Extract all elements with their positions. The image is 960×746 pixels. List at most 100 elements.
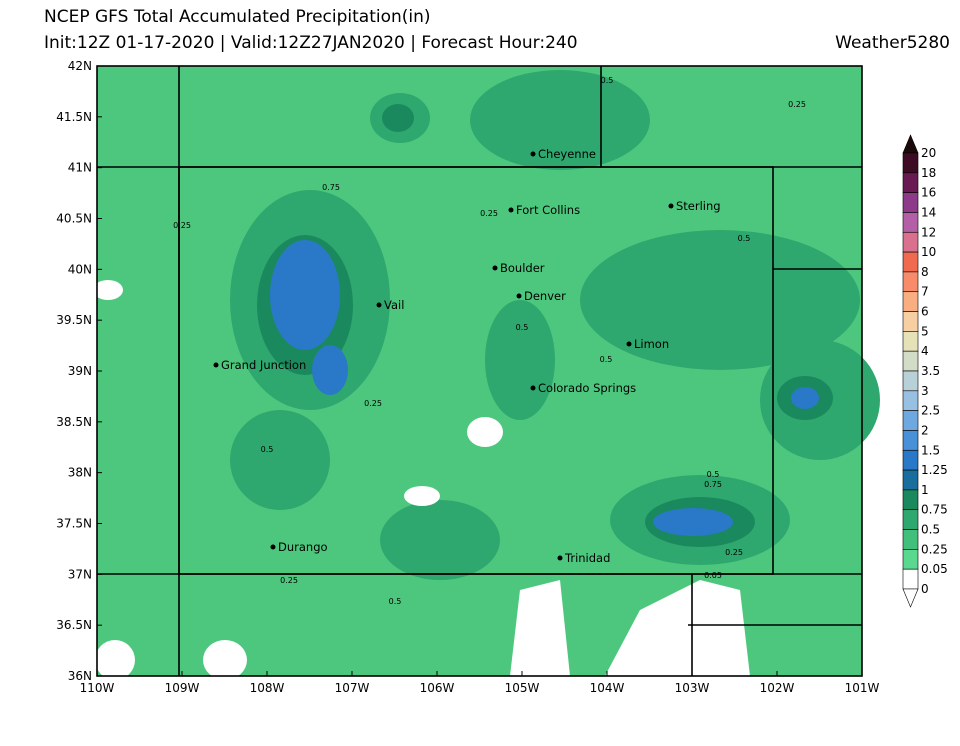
colorbar-segment [902,192,919,213]
contour-label: 0.5 [261,445,274,454]
city-label: Denver [524,289,566,303]
colorbar-label: 12 [921,225,936,239]
city-dot [508,207,514,213]
contour-label: 0.5 [516,323,529,332]
map-background [97,66,862,676]
colorbar-segment [902,152,919,174]
title: NCEP GFS Total Accumulated Precipitation… [44,7,431,27]
colorbar: 20 18 16 14 12 10 8 7 6 5 4 3.5 3 2.5 2 1.5 1.25 1 0.75 0.5… [902,134,948,608]
colorbar-segment [902,251,919,273]
lon-label: 104W [590,681,625,695]
colorbar-segment [902,410,919,431]
lat-label: 39N [68,364,92,378]
city-label: Fort Collins [516,203,580,217]
colorbar-segment [902,529,919,550]
colorbar-segment [902,370,919,392]
no-precip [93,280,750,680]
colorbar-segment [902,469,919,491]
city-label: Sterling [676,199,721,213]
colorbar-label: 20 [921,146,936,160]
colorbar-segment [902,390,919,411]
colorbar-label: 0.05 [921,562,948,576]
lon-label: 105W [505,681,540,695]
city-label: Durango [278,540,328,554]
colorbar-label: 10 [921,245,936,259]
city-dot [530,385,536,391]
lat-label: 36.5N [56,618,92,632]
lon-label: 102W [760,681,795,695]
colorbar-label: 0.25 [921,542,948,556]
colorbar-label: 7 [921,285,929,299]
colorbar-label: 2.5 [921,404,940,418]
lon-label: 108W [250,681,285,695]
colorbar-segment [902,430,919,451]
state-borders [96,65,863,677]
colorbar-segment [902,568,919,590]
lon-label: 103W [675,681,710,695]
colorbar-label: 4 [921,344,929,358]
city-dot [626,341,632,347]
contour-label: 0.25 [480,209,498,218]
lat-label: 41N [68,161,92,175]
contour-label: 0.25 [788,100,806,109]
lat-label: 39.5N [56,313,92,327]
colorbar-segment [902,291,919,312]
city-dot [668,203,674,209]
lon-label: 106W [420,681,455,695]
lat-label: 38.5N [56,415,92,429]
subtitle: Init:12Z 01-17-2020 | Valid:12Z27JAN2020… [44,33,578,53]
lat-label: 41.5N [56,110,92,124]
city-label: Trinidad [564,551,610,565]
lat-label: 36N [68,669,92,683]
lat-label: 37.5N [56,517,92,531]
city-dot [530,151,536,157]
city-dot [557,555,563,561]
city-dot [213,362,219,368]
lat-label: 38N [68,466,92,480]
colorbar-label: 1 [921,483,929,497]
city-dot [270,544,276,550]
colorbar-segment [902,331,919,352]
contour-label: 0.5 [738,234,751,243]
colorbar-label: 0.5 [921,523,940,537]
lon-label: 109W [165,681,200,695]
lat-label: 40.5N [56,212,92,226]
colorbar-segment [902,509,919,530]
lon-label: 110W [80,681,115,695]
contour-label: 0.25 [173,221,191,230]
colorbar-label: 1.5 [921,443,940,457]
colorbar-segment [902,231,919,253]
colorbar-segment [902,489,919,511]
lat-label: 37N [68,567,92,581]
colorbar-label: 14 [921,205,936,219]
colorbar-label: 18 [921,166,936,180]
city-dot [376,302,382,308]
colorbar-label: 2 [921,423,929,437]
lon-label: 101W [845,681,880,695]
colorbar-segment [902,449,919,471]
shading [270,240,819,536]
colorbar-segment [902,350,919,372]
contour-label: 0.75 [322,183,340,192]
colorbar-label: 6 [921,305,929,319]
city-dot [492,265,498,271]
brand: Weather5280 [835,33,950,53]
colorbar-cap [902,588,919,608]
contour-label: 0.25 [725,548,743,557]
colorbar-label: 3 [921,384,929,398]
contour-label: 0.5 [707,470,720,479]
contour-label: 0.5 [601,76,614,85]
colorbar-segment [902,271,919,293]
colorbar-label: 0 [921,582,929,596]
contour-label: 0.25 [364,399,382,408]
colorbar-cap [902,134,919,154]
map: Cheyenne Fort Collins Sterling Boulder Denve… [56,59,880,695]
contour-label: 0.25 [280,576,298,585]
contour-label: 0.5 [389,597,402,606]
city-label: Colorado Springs [538,381,636,395]
city-label: Cheyenne [538,147,596,161]
colorbar-label: 8 [921,265,929,279]
lat-label: 40N [68,262,92,276]
colorbar-label: 16 [921,186,936,200]
